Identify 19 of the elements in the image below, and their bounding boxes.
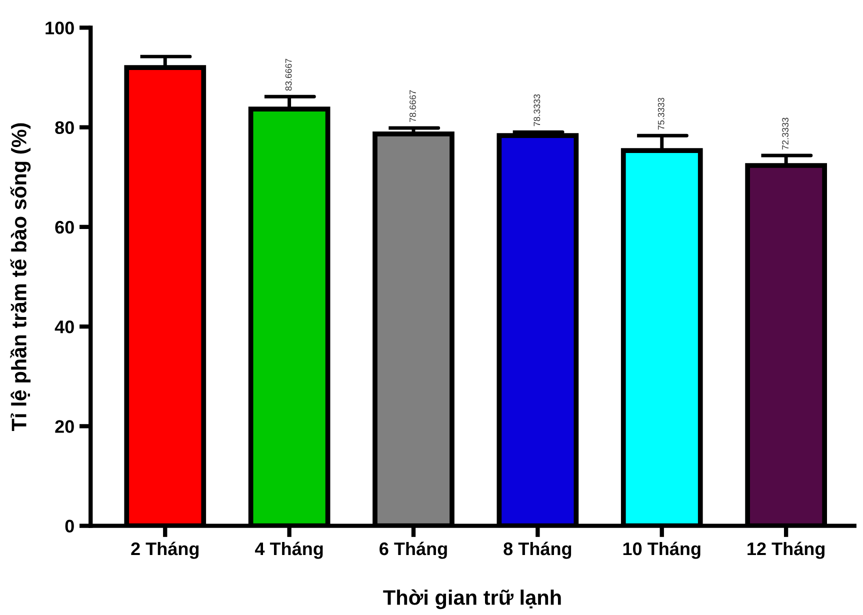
y-tick-label: 60 [55,220,74,234]
x-tick-label: 2 Tháng [131,542,199,559]
y-tick-label: 100 [46,22,74,34]
y-axis-title: Tỉ lệ phần trăm tế bào sống (%) [10,123,31,432]
x-tick-label: 8 Tháng [504,542,572,559]
data-label: 78.3333 [534,94,540,126]
y-tick-label: 80 [55,121,74,134]
data-label: 83.6667 [285,58,292,91]
data-label: 72.3333 [782,118,788,150]
x-tick-label: 12 Tháng [748,542,824,559]
y-tick-label: 40 [54,320,74,334]
y-tick-label: 20 [55,420,74,433]
x-tick-label: 10 Tháng [623,542,700,559]
y-tick-label: 0 [65,520,74,533]
x-axis-title: Thời gian trữ lạnh [383,589,561,610]
x-tick-label: 4 Tháng [254,542,323,559]
x-tick-label: 6 Tháng [380,542,447,559]
data-label: 75.3333 [658,98,664,130]
data-label: 78.6667 [410,90,416,122]
